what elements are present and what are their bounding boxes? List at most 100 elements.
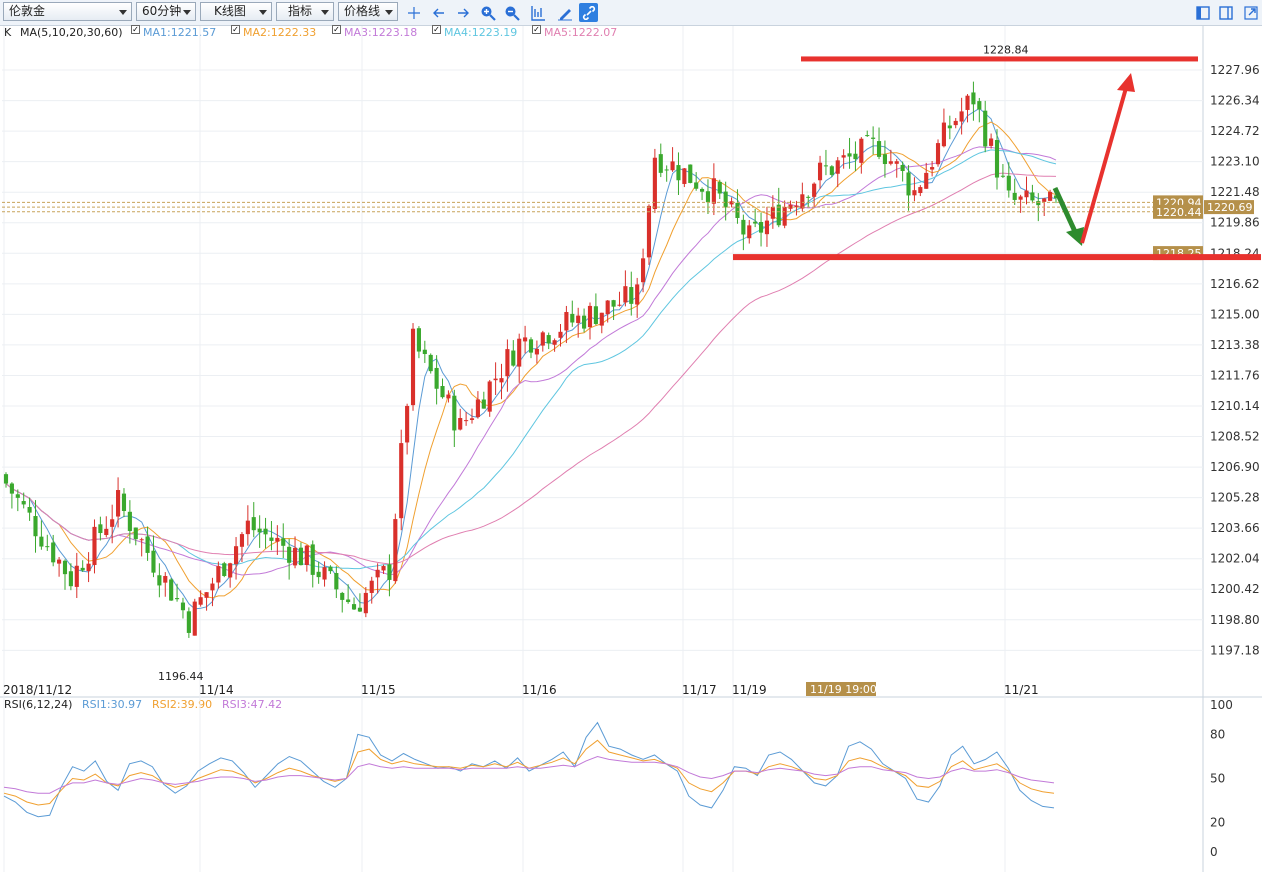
- candle: [452, 389, 457, 448]
- candle: [558, 324, 563, 347]
- expand-icon[interactable]: [1241, 3, 1260, 22]
- ma3-checkbox[interactable]: ✓: [332, 25, 341, 34]
- candle: [469, 408, 475, 424]
- price-marker-bg: [1153, 204, 1203, 219]
- candle: [1030, 184, 1035, 204]
- candle-body: [994, 140, 1000, 178]
- rsi-tick-label: 80: [1210, 727, 1225, 741]
- candle: [92, 519, 97, 574]
- candle-body: [204, 592, 209, 598]
- ma2-line: [5, 121, 1057, 599]
- candle-body: [882, 154, 887, 165]
- candle: [700, 187, 705, 201]
- candle-body: [3, 474, 9, 484]
- candle: [275, 525, 280, 555]
- candle-body: [894, 161, 899, 164]
- rsi1-label: RSI1:30.97: [82, 698, 143, 711]
- price-marker-text: 1218.25: [1156, 247, 1202, 260]
- pencil-icon[interactable]: [555, 3, 574, 22]
- candle: [393, 513, 398, 584]
- chart-type-select-value: K线图: [214, 4, 246, 18]
- candle: [705, 179, 711, 215]
- arrow-right-icon[interactable]: [453, 3, 472, 22]
- candle: [629, 271, 634, 316]
- price-line-select[interactable]: 价格线: [338, 2, 398, 21]
- chart-type-select[interactable]: K线图: [200, 2, 272, 21]
- candle-body: [770, 206, 775, 219]
- candle-body: [340, 592, 345, 600]
- zoom-out-icon[interactable]: [502, 3, 521, 22]
- candle-body: [729, 201, 734, 205]
- candle-body: [841, 155, 846, 158]
- candle-body: [847, 153, 852, 157]
- zoom-in-icon[interactable]: [478, 3, 497, 22]
- arrow-left-icon[interactable]: [429, 3, 448, 22]
- candle-body: [328, 566, 333, 572]
- candle: [729, 197, 734, 208]
- candle: [1018, 194, 1023, 213]
- candle-body: [983, 110, 988, 147]
- rsi-title: RSI(6,12,24): [4, 698, 73, 711]
- candle-body: [564, 312, 569, 331]
- candle-body: [599, 312, 604, 326]
- candle: [169, 578, 174, 601]
- candle: [906, 165, 911, 211]
- candle-body: [369, 580, 374, 593]
- candle-body: [1030, 192, 1035, 201]
- candle: [747, 220, 752, 244]
- candle: [676, 152, 681, 195]
- candle: [163, 572, 168, 597]
- candle-body: [263, 528, 268, 535]
- candle-body: [257, 528, 262, 533]
- candle-body: [393, 519, 398, 582]
- ma2-checkbox[interactable]: ✓: [231, 25, 240, 34]
- candle-body: [98, 524, 103, 534]
- candle: [989, 133, 994, 149]
- layout-window-icon[interactable]: [1216, 3, 1235, 22]
- candle: [965, 94, 970, 123]
- ma4-checkbox[interactable]: ✓: [432, 25, 441, 34]
- candle-body: [688, 164, 693, 183]
- price-marker: 1220.44: [1153, 204, 1203, 219]
- layout-left-icon[interactable]: [1193, 3, 1212, 22]
- candle-body: [316, 571, 321, 578]
- candle: [487, 379, 492, 417]
- candle-body: [416, 328, 421, 352]
- candle: [540, 330, 545, 352]
- candle: [251, 502, 256, 538]
- ma1-checkbox[interactable]: ✓: [131, 25, 140, 34]
- candle-body: [1012, 192, 1017, 200]
- candle: [517, 333, 522, 383]
- candle-body: [452, 395, 457, 431]
- candle-body: [346, 599, 351, 603]
- candle: [1012, 178, 1017, 205]
- candle-body: [281, 538, 286, 546]
- candle: [770, 195, 775, 229]
- candle-body: [788, 204, 793, 209]
- candle-body: [251, 517, 256, 531]
- price-tick-label: 1203.66: [1210, 521, 1260, 535]
- candle-body: [582, 315, 587, 329]
- candle-body: [888, 161, 893, 164]
- candle: [847, 137, 852, 169]
- symbol-select-value: 伦敦金: [9, 4, 46, 18]
- candle-body: [747, 225, 752, 239]
- candle-body: [133, 527, 138, 540]
- draw-line-icon[interactable]: [528, 3, 547, 22]
- candle: [346, 584, 351, 604]
- ma5-checkbox[interactable]: ✓: [532, 25, 541, 34]
- indicator-select[interactable]: 指标: [276, 2, 334, 21]
- link-icon[interactable]: [579, 3, 598, 22]
- symbol-select[interactable]: 伦敦金: [3, 2, 132, 21]
- candle: [410, 323, 416, 411]
- ma5-line: [5, 172, 1057, 565]
- candle: [611, 299, 616, 320]
- candle: [375, 563, 380, 594]
- rsi3-line: [3, 755, 1055, 794]
- indicator-select-value: 指标: [288, 4, 313, 18]
- crosshair-icon[interactable]: [404, 3, 423, 22]
- period-select[interactable]: 60分钟: [136, 2, 196, 21]
- candle: [735, 189, 740, 224]
- price-tick-label: 1224.72: [1210, 124, 1260, 138]
